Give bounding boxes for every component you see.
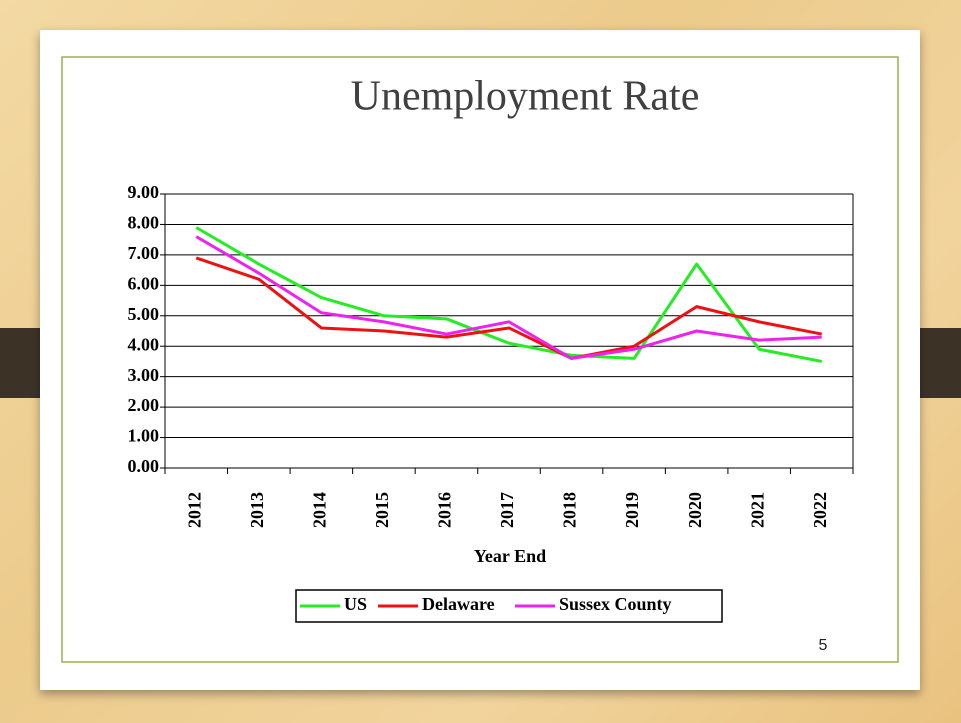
y-tick-label: 4.00 [128,334,160,354]
y-tick-label: 0.00 [128,456,160,476]
y-tick-label: 7.00 [128,243,160,263]
y-tick-label: 9.00 [128,182,160,202]
x-tick-label: 2015 [372,492,392,528]
y-tick-label: 2.00 [128,395,160,415]
chart-title: Unemployment Rate [351,74,700,120]
y-tick-label: 5.00 [128,304,160,324]
series-line [195,235,822,360]
slide-panel [40,30,920,690]
legend-label: Delaware [422,594,495,614]
page-number: 5 [819,637,828,654]
legend-label: Sussex County [559,594,672,614]
slide-border [61,56,899,663]
series-line [195,256,823,360]
x-tick-label: 2012 [184,492,204,528]
x-tick-label: 2014 [309,492,329,528]
y-tick-label: 8.00 [128,213,160,233]
series-line [195,226,823,363]
x-tick-label: 2021 [747,492,767,528]
legend-label: US [344,594,367,614]
y-tick-label: 1.00 [128,426,160,446]
x-tick-label: 2020 [685,492,705,528]
y-tick-label: 6.00 [128,273,160,293]
x-axis-label: Year End [474,546,546,566]
legend-box [295,589,723,623]
x-tick-label: 2016 [435,492,455,528]
x-tick-label: 2018 [560,492,580,528]
x-tick-label: 2013 [247,492,267,528]
x-tick-label: 2022 [810,492,830,528]
y-tick-label: 3.00 [128,365,160,385]
x-tick-label: 2017 [497,492,517,528]
x-tick-label: 2019 [622,492,642,528]
